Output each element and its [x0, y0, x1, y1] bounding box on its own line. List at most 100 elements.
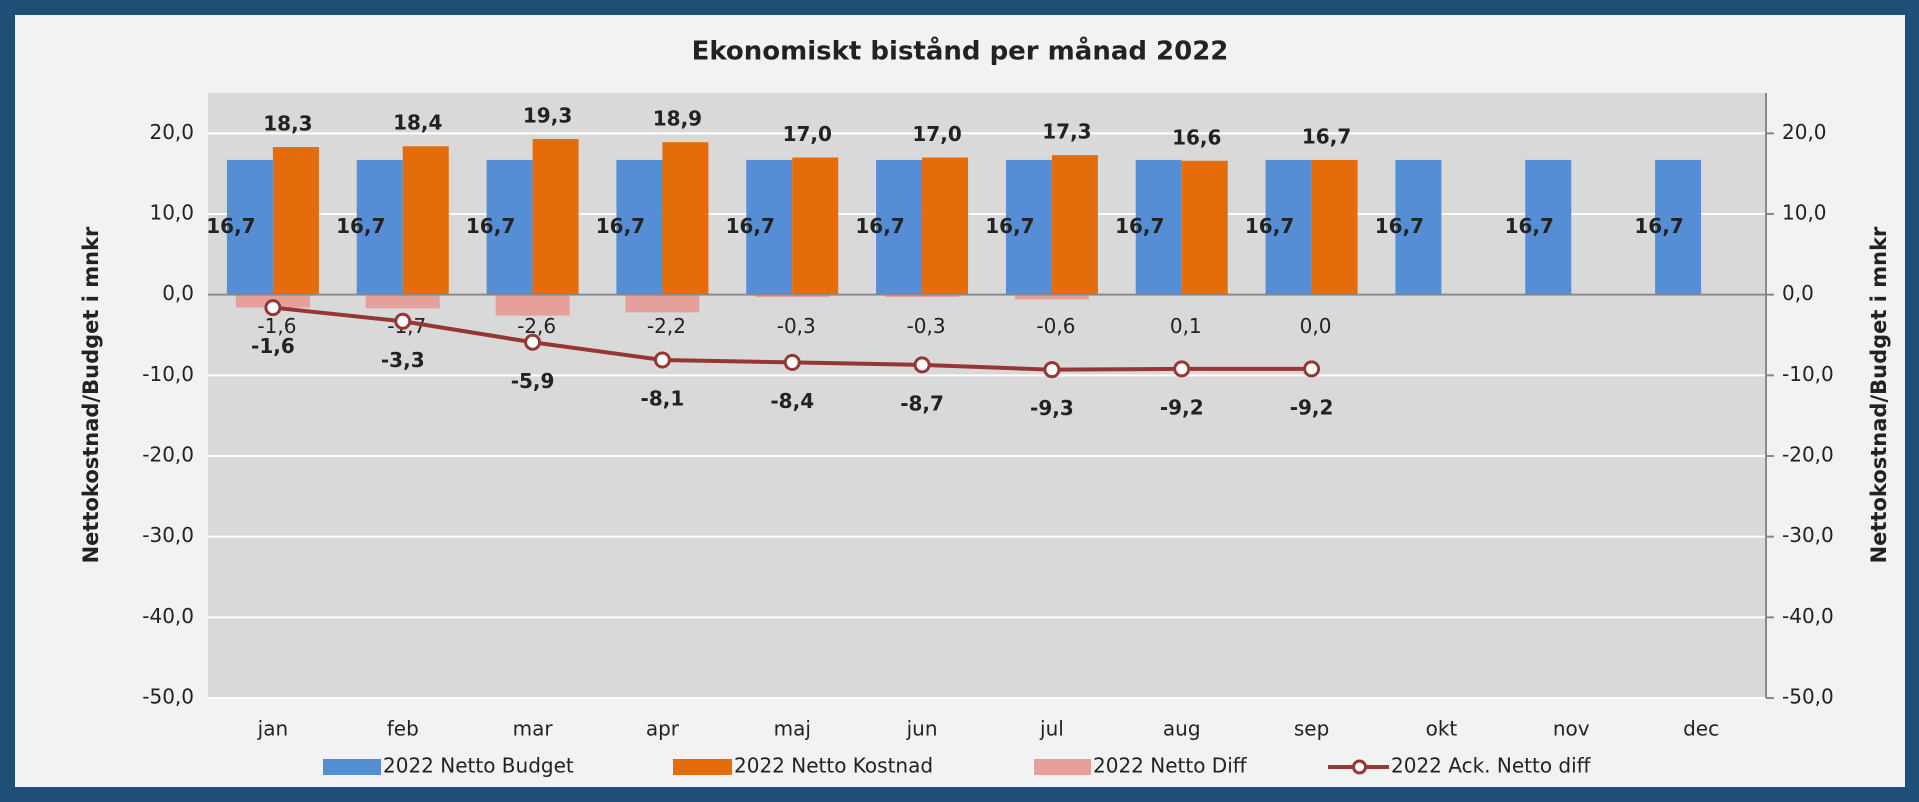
cost-label: 17,0	[912, 122, 961, 146]
budget-label: 16,7	[726, 214, 775, 238]
budget-bar	[1265, 159, 1312, 295]
diff-label: 0,0	[1300, 314, 1332, 338]
y2-tick-label: 20,0	[1782, 120, 1827, 144]
budget-label: 16,7	[1634, 214, 1683, 238]
x-tick-label: maj	[774, 717, 811, 741]
legend-label: 2022 Netto Budget	[383, 754, 574, 778]
diff-bar	[365, 294, 440, 309]
budget-bar	[1395, 159, 1442, 295]
y2-tick-label: 10,0	[1782, 201, 1827, 225]
budget-label: 16,7	[1375, 214, 1424, 238]
budget-label: 16,7	[596, 214, 645, 238]
cost-bar	[662, 142, 709, 295]
budget-label: 16,7	[855, 214, 904, 238]
budget-bar	[486, 159, 533, 295]
budget-label: 16,7	[1245, 214, 1294, 238]
budget-bar	[1525, 159, 1572, 295]
cost-bar	[532, 138, 579, 295]
y2-tick-label: -30,0	[1782, 523, 1834, 547]
cost-bar	[792, 157, 839, 295]
cost-label: 18,9	[653, 107, 702, 131]
x-tick-label: nov	[1553, 717, 1590, 741]
y2-tick-label: 0,0	[1782, 281, 1814, 305]
cost-label: 16,6	[1172, 125, 1221, 149]
cumulative-marker	[524, 333, 542, 351]
cost-bar	[1181, 160, 1228, 295]
x-tick-label: apr	[646, 717, 680, 741]
cost-label: 18,4	[393, 111, 442, 135]
legend-label: 2022 Ack. Netto diff	[1391, 754, 1592, 778]
budget-bar	[1655, 159, 1702, 295]
x-tick-label: dec	[1683, 717, 1719, 741]
cost-label: 17,0	[783, 122, 832, 146]
cumulative-label: -9,3	[1030, 396, 1074, 420]
legend-label: 2022 Netto Kostnad	[734, 754, 933, 778]
budget-bar	[876, 159, 923, 295]
budget-label: 16,7	[1505, 214, 1554, 238]
cumulative-marker	[1043, 361, 1061, 379]
budget-bar	[226, 159, 273, 295]
diff-bar	[625, 294, 700, 313]
cost-bar	[272, 147, 319, 295]
budget-bar	[356, 159, 403, 295]
cost-bar	[1311, 159, 1358, 295]
cumulative-marker	[1173, 360, 1191, 378]
y-tick-label: -50,0	[142, 685, 194, 709]
diff-label: -0,6	[1036, 314, 1075, 338]
y-tick-label: 10,0	[149, 201, 194, 225]
diff-bar	[495, 294, 570, 316]
y-tick-label: -20,0	[142, 443, 194, 467]
x-tick-label: okt	[1426, 717, 1458, 741]
plot-area	[208, 93, 1766, 698]
x-tick-label: jun	[906, 717, 938, 741]
x-tick-label: jul	[1039, 717, 1064, 741]
diff-label: -1,6	[257, 314, 296, 338]
x-tick-label: aug	[1163, 717, 1201, 741]
legend-label: 2022 Netto Diff	[1093, 754, 1248, 778]
diff-label: -2,6	[517, 314, 556, 338]
cumulative-label: -5,9	[511, 369, 555, 393]
x-tick-label: jan	[257, 717, 289, 741]
diff-label: 0,1	[1170, 314, 1202, 338]
x-tick-label: mar	[513, 717, 554, 741]
y-tick-label: 0,0	[162, 281, 194, 305]
budget-label: 16,7	[206, 214, 255, 238]
cumulative-label: -8,1	[641, 387, 685, 411]
y-tick-label: -10,0	[142, 362, 194, 386]
cumulative-marker	[783, 353, 801, 371]
cost-label: 17,3	[1042, 120, 1091, 144]
y2-axis-label: Nettokostnad/Budget i mnkr	[1867, 226, 1891, 563]
legend-swatch	[323, 759, 381, 775]
budget-bar	[1135, 159, 1182, 295]
x-tick-label: sep	[1294, 717, 1329, 741]
cumulative-label: -3,3	[381, 348, 425, 372]
y2-tick-label: -10,0	[1782, 362, 1834, 386]
diff-bar	[755, 294, 830, 298]
legend-swatch	[673, 759, 732, 775]
diff-bar	[885, 294, 960, 298]
chart-title: Ekonomiskt bistånd per månad 2022	[692, 35, 1229, 67]
y-tick-label: -40,0	[142, 604, 194, 628]
cumulative-label: -9,2	[1290, 395, 1334, 419]
diff-label: -0,3	[777, 314, 816, 338]
cost-bar	[402, 146, 449, 295]
y2-tick-label: -40,0	[1782, 604, 1834, 628]
diff-label: -2,2	[647, 314, 686, 338]
y2-tick-label: -50,0	[1782, 685, 1834, 709]
budget-label: 16,7	[1115, 214, 1164, 238]
budget-label: 16,7	[466, 214, 515, 238]
cost-label: 19,3	[523, 103, 572, 127]
budget-bar	[1005, 159, 1052, 295]
budget-bar	[616, 159, 663, 295]
budget-label: 16,7	[336, 214, 385, 238]
cost-label: 16,7	[1302, 124, 1351, 148]
y-axis-label: Nettokostnad/Budget i mnkr	[79, 226, 103, 563]
cumulative-marker	[653, 351, 671, 369]
y2-tick-label: -20,0	[1782, 443, 1834, 467]
x-tick-label: feb	[387, 717, 419, 741]
y-tick-label: -30,0	[142, 523, 194, 547]
cumulative-marker	[394, 312, 412, 330]
diff-label: -0,3	[907, 314, 946, 338]
diff-bar	[1014, 294, 1089, 300]
